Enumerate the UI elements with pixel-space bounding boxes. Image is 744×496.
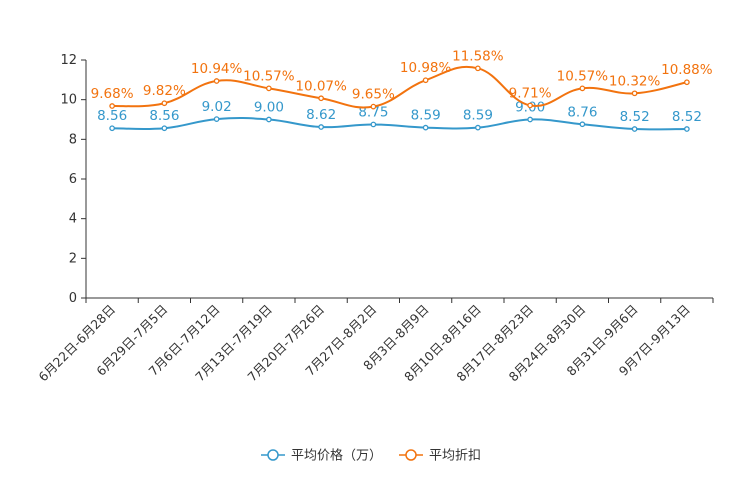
series-1: 8.568.569.029.008.628.758.598.599.008.76… — [97, 99, 702, 132]
data-point — [579, 85, 586, 92]
data-label: 9.02 — [202, 99, 232, 115]
series-layer: 8.568.569.029.008.628.758.598.599.008.76… — [91, 48, 713, 132]
y-axis: 0 2 4 6 8 10 12 — [60, 53, 87, 306]
data-label: 8.52 — [620, 109, 650, 125]
data-point — [527, 102, 533, 109]
data-point — [318, 95, 324, 102]
data-point — [161, 125, 168, 132]
data-label: 8.56 — [149, 108, 179, 124]
data-point — [370, 121, 377, 128]
legend-marker-icon — [267, 449, 279, 461]
y-tick-label: 4 — [69, 212, 77, 227]
y-tick-label: 10 — [60, 93, 77, 108]
y-tick-label: 6 — [69, 172, 77, 187]
data-point — [266, 116, 272, 123]
legend-label: 平均折扣 — [429, 449, 481, 464]
data-point — [161, 100, 168, 107]
data-point — [684, 126, 690, 132]
data-label: 8.56 — [97, 108, 127, 124]
legend-item-1: 平均价格（万） — [261, 448, 382, 464]
legend-label: 平均价格（万） — [291, 448, 382, 464]
y-tick-label: 12 — [60, 53, 77, 68]
legend: 平均价格（万） 平均折扣 — [261, 448, 481, 464]
data-point — [109, 125, 115, 132]
data-label: 8.59 — [411, 108, 441, 124]
data-point — [631, 126, 638, 132]
data-point — [579, 121, 586, 128]
data-label: 10.88% — [661, 62, 713, 78]
data-point — [422, 77, 429, 84]
data-point — [527, 116, 533, 123]
data-label: 10.07% — [295, 78, 347, 94]
data-label: 8.62 — [306, 107, 336, 123]
y-tick-label: 0 — [69, 291, 77, 306]
data-point — [370, 103, 377, 110]
data-label: 10.32% — [609, 73, 661, 89]
y-tick-label: 2 — [69, 251, 77, 266]
series-2: 9.68% 9.82%10.94% 10.57%10.07%9.65%10.98%1… — [91, 48, 713, 110]
data-point — [109, 103, 115, 109]
data-label: 9.00 — [254, 100, 284, 116]
data-label: 10.57% — [557, 68, 609, 84]
data-point — [475, 124, 481, 131]
data-label: 10.94% — [191, 61, 243, 77]
data-point — [684, 79, 690, 86]
data-point — [266, 85, 272, 92]
legend-item-2: 平均折扣 — [399, 449, 481, 464]
data-point — [475, 65, 481, 72]
data-point — [631, 90, 638, 97]
data-point — [422, 124, 429, 131]
data-label: 10.98% — [400, 60, 452, 76]
y-tick-label: 8 — [69, 132, 77, 147]
data-label: 11.58% — [452, 48, 504, 64]
data-point — [213, 78, 220, 84]
data-label: 8.59 — [463, 108, 493, 124]
legend-marker-icon — [405, 449, 417, 461]
data-label: 10.57% — [243, 68, 295, 84]
data-label: 9.82% — [143, 83, 186, 99]
data-label: 9.71% — [509, 85, 552, 101]
series-line — [112, 65, 688, 109]
data-label: 8.52 — [672, 109, 702, 125]
data-label: 9.68% — [91, 86, 134, 102]
x-axis: 6月22日-6月28日6月29日-7月5日7月6日-7月12日7月13日-7月1… — [35, 297, 714, 384]
series-line — [112, 117, 687, 131]
data-label: 8.76 — [567, 104, 597, 120]
data-label: 9.65% — [352, 87, 395, 103]
data-label: 8.75 — [358, 104, 388, 120]
data-point — [213, 116, 220, 122]
data-point — [318, 124, 324, 130]
